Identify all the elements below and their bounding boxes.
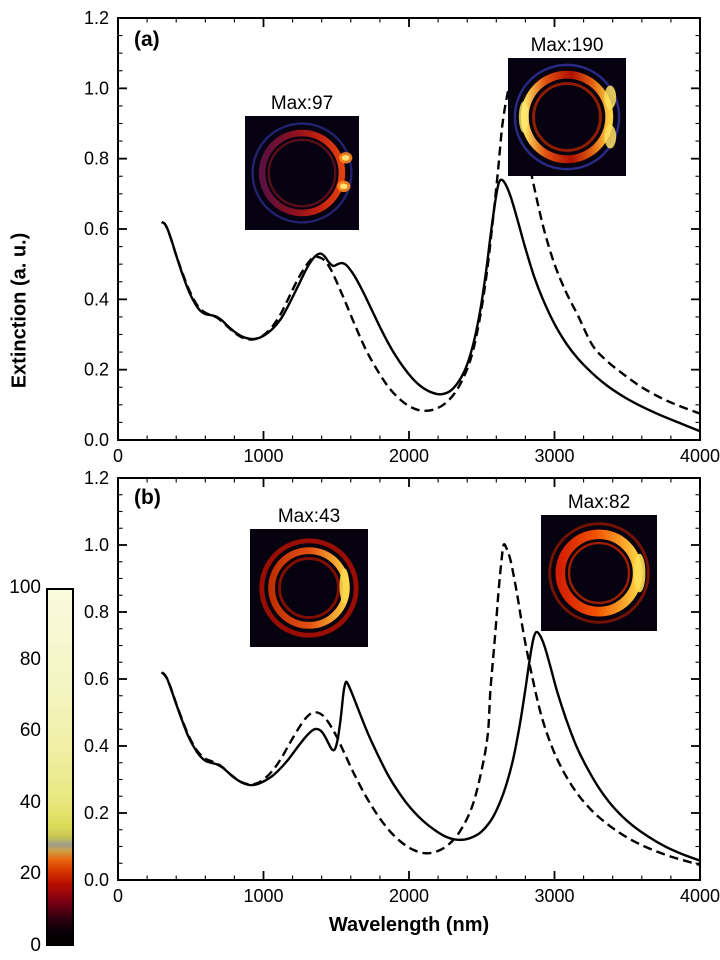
x-tick-label: 4000 bbox=[680, 446, 720, 466]
colorbar-tick-label: 20 bbox=[19, 863, 41, 885]
inset-a1: Max:97 bbox=[243, 92, 361, 230]
x-tick-label: 2000 bbox=[389, 886, 429, 906]
y-tick-label: 1.2 bbox=[84, 8, 109, 28]
x-tick-label: 4000 bbox=[680, 886, 720, 906]
y-tick-label: 1.2 bbox=[84, 470, 109, 488]
inset-b2: Max:82 bbox=[538, 491, 660, 631]
y-tick-label: 0.8 bbox=[84, 602, 109, 622]
colorbar-tick-label: 40 bbox=[19, 791, 41, 813]
nearfield-map-image bbox=[250, 529, 368, 647]
colorbar-labels: 100 80 60 40 20 0 bbox=[8, 578, 46, 956]
curves bbox=[160, 86, 699, 433]
y-tick-label: 0.2 bbox=[84, 803, 109, 823]
curves bbox=[160, 543, 699, 866]
nearfield-map-image bbox=[541, 515, 657, 631]
series-dashed bbox=[160, 543, 699, 866]
y-tick-label: 0.4 bbox=[84, 289, 109, 309]
y-tick-label: 0.0 bbox=[84, 870, 109, 890]
y-tick-label: 0.4 bbox=[84, 736, 109, 756]
colorbar-tick-label: 60 bbox=[19, 720, 41, 742]
colorbar-gradient bbox=[46, 588, 74, 946]
y-tick-label: 0.2 bbox=[84, 360, 109, 380]
x-tick-label: 2000 bbox=[389, 446, 429, 466]
colorbar-tick-label: 100 bbox=[9, 577, 41, 598]
y-tick-label: 1.0 bbox=[84, 78, 109, 98]
x-tick-label: 1000 bbox=[243, 886, 283, 906]
inset-b2-max-label: Max:82 bbox=[567, 492, 631, 513]
panel-b-label: (b) bbox=[134, 486, 161, 509]
panel-a-label: (a) bbox=[134, 28, 160, 51]
y-tick-label: 0.0 bbox=[84, 430, 109, 450]
colorbar-tick-label: 80 bbox=[19, 648, 41, 670]
nearfield-map-image bbox=[245, 116, 359, 230]
colorbar-tick-label: 0 bbox=[30, 935, 41, 956]
series-solid bbox=[160, 630, 699, 862]
y-tick-label: 0.6 bbox=[84, 669, 109, 689]
panel-a-plot: 0 1000 2000 3000 4000 0.0 0.2 0.4 0.6 0.8 1.0 1.2 bbox=[84, 8, 720, 466]
x-tick-label: 3000 bbox=[534, 446, 574, 466]
panel-b-plot: 0 1000 2000 3000 4000 0.0 0.2 0.4 0.6 0.8 1.0 1.2 bbox=[84, 470, 720, 906]
nearfield-map-image bbox=[508, 58, 626, 176]
inset-b1: Max:43 bbox=[248, 505, 370, 647]
inset-b1-max-label: Max:43 bbox=[277, 506, 341, 527]
x-axis-title: Wavelength (nm) bbox=[328, 914, 490, 936]
colorbar: 100 80 60 40 20 0 bbox=[8, 578, 74, 956]
series-dashed bbox=[160, 86, 699, 415]
y-tick-label: 0.6 bbox=[84, 219, 109, 239]
x-tick-label: 3000 bbox=[534, 886, 574, 906]
x-tick-label: 1000 bbox=[243, 446, 283, 466]
inset-a2-max-label: Max:190 bbox=[530, 35, 604, 56]
x-tick-label: 0 bbox=[113, 886, 123, 906]
inset-a1-max-label: Max:97 bbox=[270, 93, 334, 114]
inset-a2: Max:190 bbox=[506, 34, 628, 176]
y-tick-label: 0.8 bbox=[84, 149, 109, 169]
y-tick-label: 1.0 bbox=[84, 535, 109, 555]
x-tick-label: 0 bbox=[113, 446, 123, 466]
